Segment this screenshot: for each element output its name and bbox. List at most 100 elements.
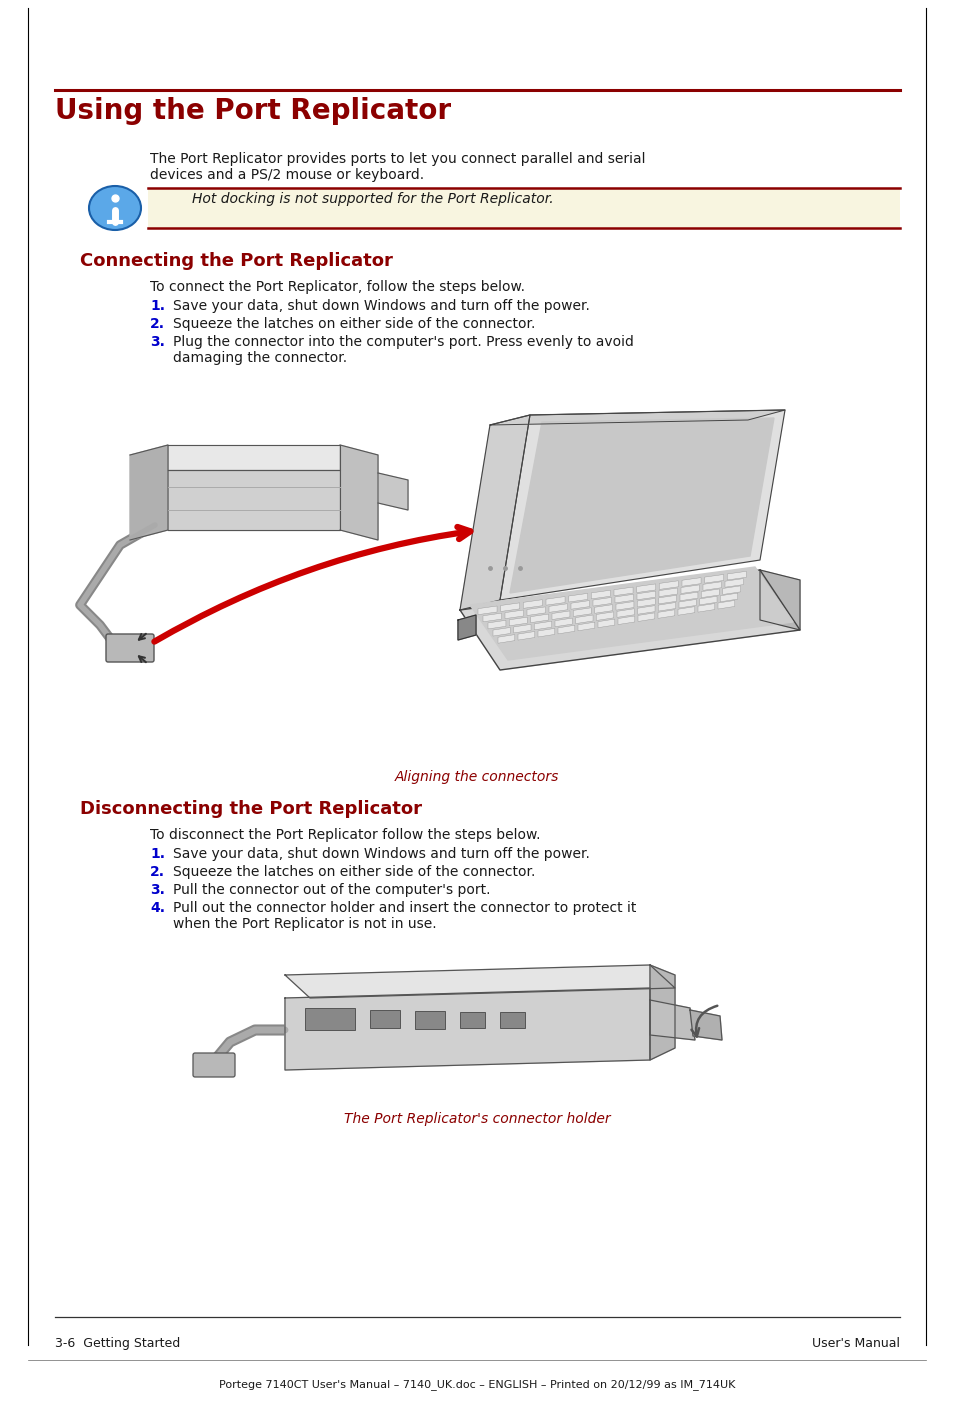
- Ellipse shape: [89, 186, 141, 230]
- Text: Save your data, shut down Windows and turn off the power.: Save your data, shut down Windows and tu…: [172, 847, 589, 861]
- Polygon shape: [490, 410, 784, 426]
- Polygon shape: [681, 578, 700, 586]
- FancyBboxPatch shape: [305, 1007, 355, 1030]
- Polygon shape: [130, 445, 168, 540]
- Polygon shape: [571, 600, 589, 609]
- FancyBboxPatch shape: [193, 1053, 234, 1076]
- Polygon shape: [700, 589, 719, 597]
- Text: Save your data, shut down Windows and turn off the power.: Save your data, shut down Windows and tu…: [172, 299, 589, 313]
- Polygon shape: [168, 471, 339, 530]
- Polygon shape: [649, 965, 675, 1060]
- Polygon shape: [702, 582, 720, 590]
- Polygon shape: [510, 418, 773, 593]
- Polygon shape: [555, 619, 572, 627]
- Text: Disconnecting the Port Replicator: Disconnecting the Port Replicator: [80, 800, 421, 819]
- Text: damaging the connector.: damaging the connector.: [172, 351, 347, 365]
- Polygon shape: [679, 592, 698, 600]
- Polygon shape: [523, 600, 542, 609]
- Polygon shape: [636, 583, 655, 593]
- Polygon shape: [658, 603, 675, 612]
- Polygon shape: [726, 571, 745, 581]
- Polygon shape: [470, 566, 792, 659]
- Polygon shape: [679, 599, 696, 609]
- Polygon shape: [659, 581, 678, 589]
- Polygon shape: [517, 631, 535, 640]
- Text: Pull the connector out of the computer's port.: Pull the connector out of the computer's…: [172, 883, 490, 898]
- Text: Aligning the connectors: Aligning the connectors: [395, 769, 558, 783]
- Polygon shape: [509, 617, 527, 626]
- Polygon shape: [285, 988, 649, 1069]
- Polygon shape: [637, 606, 655, 614]
- Polygon shape: [497, 634, 515, 644]
- FancyBboxPatch shape: [370, 1010, 399, 1029]
- Polygon shape: [575, 614, 593, 624]
- Text: devices and a PS/2 mouse or keyboard.: devices and a PS/2 mouse or keyboard.: [150, 168, 424, 182]
- Polygon shape: [500, 603, 519, 612]
- Polygon shape: [616, 602, 633, 610]
- Polygon shape: [594, 604, 612, 613]
- Polygon shape: [457, 614, 476, 640]
- Polygon shape: [593, 597, 611, 606]
- FancyBboxPatch shape: [148, 187, 899, 228]
- Polygon shape: [699, 596, 717, 604]
- Polygon shape: [285, 965, 675, 998]
- Polygon shape: [598, 619, 614, 627]
- Polygon shape: [339, 445, 377, 540]
- Polygon shape: [459, 571, 800, 671]
- Text: Squeeze the latches on either side of the connector.: Squeeze the latches on either side of th…: [172, 317, 535, 331]
- Text: Connecting the Port Replicator: Connecting the Port Replicator: [80, 252, 393, 271]
- Text: 4.: 4.: [150, 900, 165, 914]
- Text: Pull out the connector holder and insert the connector to protect it: Pull out the connector holder and insert…: [172, 900, 636, 914]
- Text: User's Manual: User's Manual: [811, 1337, 899, 1350]
- Polygon shape: [596, 612, 613, 620]
- Text: Plug the connector into the computer's port. Press evenly to avoid: Plug the connector into the computer's p…: [172, 335, 633, 349]
- Polygon shape: [537, 628, 555, 637]
- Text: To disconnect the Port Replicator follow the steps below.: To disconnect the Port Replicator follow…: [150, 828, 540, 843]
- Polygon shape: [573, 607, 591, 616]
- Text: 2.: 2.: [150, 317, 165, 331]
- Polygon shape: [477, 606, 497, 614]
- Polygon shape: [704, 575, 723, 583]
- Polygon shape: [618, 616, 634, 624]
- Polygon shape: [689, 1010, 721, 1040]
- Polygon shape: [718, 600, 734, 609]
- FancyBboxPatch shape: [459, 1012, 484, 1029]
- Polygon shape: [615, 595, 633, 603]
- Polygon shape: [459, 416, 530, 610]
- Polygon shape: [680, 585, 699, 593]
- Polygon shape: [698, 603, 714, 612]
- Text: 1.: 1.: [150, 847, 165, 861]
- Text: Portege 7140CT User's Manual – 7140_UK.doc – ENGLISH – Printed on 20/12/99 as IM: Portege 7140CT User's Manual – 7140_UK.d…: [218, 1379, 735, 1389]
- Text: when the Port Replicator is not in use.: when the Port Replicator is not in use.: [172, 917, 436, 931]
- Polygon shape: [614, 588, 633, 596]
- Polygon shape: [568, 593, 587, 602]
- Polygon shape: [377, 473, 408, 510]
- Polygon shape: [722, 586, 740, 595]
- Polygon shape: [545, 596, 564, 606]
- Text: To connect the Port Replicator, follow the steps below.: To connect the Port Replicator, follow t…: [150, 280, 524, 294]
- Polygon shape: [482, 613, 501, 621]
- Polygon shape: [534, 621, 551, 630]
- Text: 3.: 3.: [150, 335, 165, 349]
- Polygon shape: [499, 410, 784, 600]
- Polygon shape: [552, 612, 569, 620]
- Polygon shape: [591, 590, 610, 599]
- Polygon shape: [658, 595, 676, 604]
- Text: Hot docking is not supported for the Port Replicator.: Hot docking is not supported for the Por…: [192, 192, 553, 206]
- Polygon shape: [493, 627, 510, 635]
- Text: 3-6  Getting Started: 3-6 Getting Started: [55, 1337, 180, 1350]
- Text: 1.: 1.: [150, 299, 165, 313]
- FancyBboxPatch shape: [106, 634, 153, 662]
- Polygon shape: [526, 607, 545, 616]
- Polygon shape: [724, 579, 742, 588]
- FancyBboxPatch shape: [415, 1012, 444, 1029]
- Text: 2.: 2.: [150, 865, 165, 879]
- Polygon shape: [678, 607, 694, 616]
- Polygon shape: [617, 609, 634, 617]
- Polygon shape: [659, 588, 677, 596]
- Polygon shape: [720, 593, 737, 602]
- Polygon shape: [638, 613, 654, 621]
- Text: Using the Port Replicator: Using the Port Replicator: [55, 97, 451, 125]
- Polygon shape: [530, 614, 548, 623]
- Text: The Port Replicator's connector holder: The Port Replicator's connector holder: [343, 1112, 610, 1126]
